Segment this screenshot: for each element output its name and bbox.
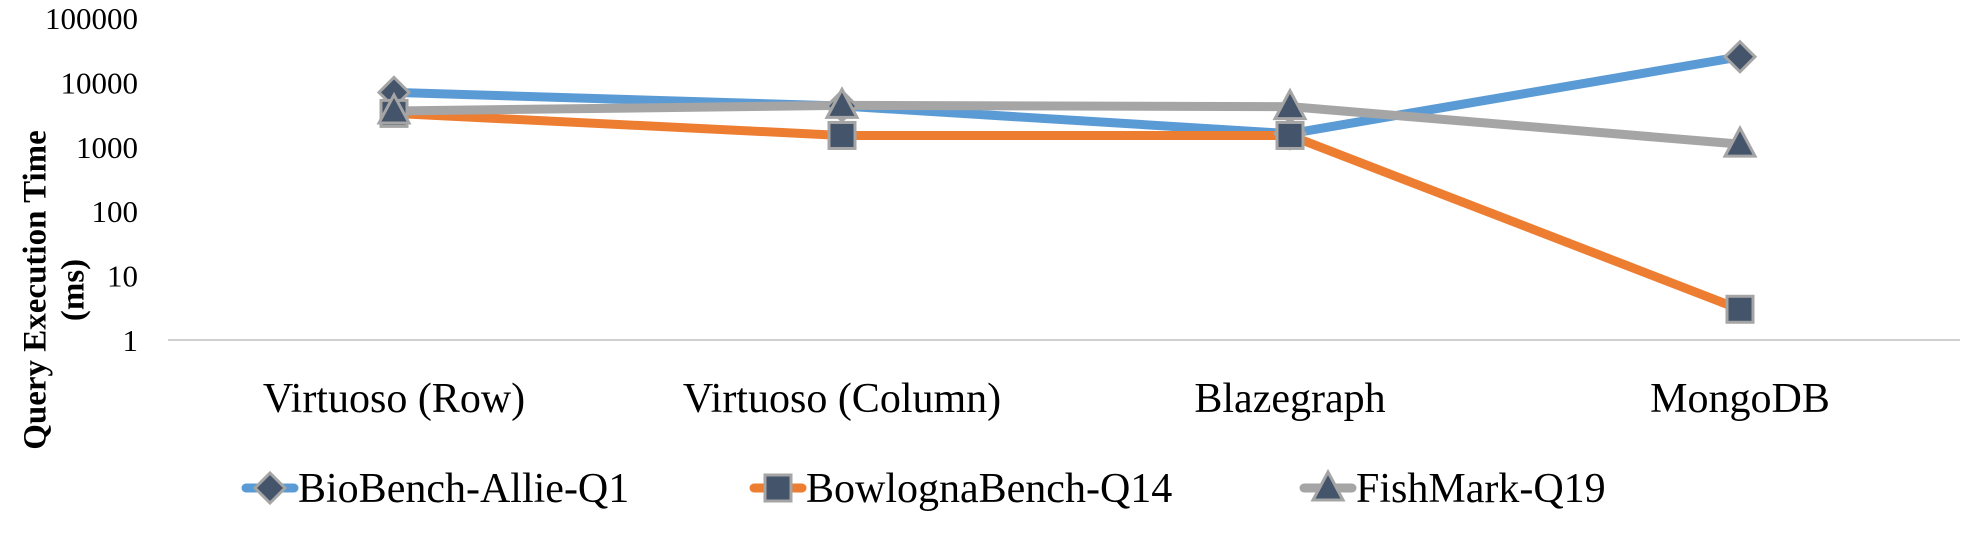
series-line-2: [389, 108, 1745, 314]
data-point-diamond: [1722, 39, 1758, 74]
data-point-square: [1275, 120, 1305, 150]
series-lines: [389, 52, 1745, 314]
legend-label: FishMark-Q19: [1356, 466, 1606, 512]
y-axis-tick-labels: 1 10 100 1000 10000 100000: [45, 1, 138, 358]
legend-marker-square: [763, 473, 793, 503]
series-markers: [376, 39, 1758, 324]
legend: BioBench-Allie-Q1 BowlognaBench-Q14 FishMa…: [241, 466, 1606, 512]
y-tick-label: 1000: [76, 130, 138, 165]
legend-label: BowlognaBench-Q14: [806, 466, 1172, 512]
series-line-1: [389, 52, 1745, 139]
data-point-triangle: [1272, 87, 1308, 121]
y-tick-label: 100: [92, 194, 139, 229]
x-axis-category-labels: Virtuoso (Row) Virtuoso (Column) Blazegrap…: [263, 376, 1830, 422]
y-axis-title: Query Execution Time (ms): [18, 130, 92, 450]
y-tick-label: 1: [123, 323, 139, 358]
y-tick-label: 10000: [61, 65, 139, 100]
y-axis-title-line: Query Execution Time: [18, 130, 54, 450]
x-category-label: Blazegraph: [1194, 376, 1385, 422]
legend-item: FishMark-Q19: [1299, 466, 1606, 512]
x-category-label: Virtuoso (Column): [683, 376, 1001, 422]
legend-marker-triangle: [1310, 468, 1346, 502]
x-category-label: Virtuoso (Row): [263, 376, 525, 422]
series-line-3: [389, 100, 1745, 149]
y-tick-label: 10: [107, 259, 138, 294]
y-axis-title-line: (ms): [56, 259, 92, 321]
x-category-label: MongoDB: [1650, 376, 1830, 422]
legend-label: BioBench-Allie-Q1: [298, 466, 629, 512]
y-tick-label: 100000: [45, 1, 138, 36]
data-point-square: [1725, 294, 1755, 324]
legend-item: BioBench-Allie-Q1: [241, 466, 629, 512]
data-point-triangle: [824, 86, 860, 119]
legend-item: BowlognaBench-Q14: [749, 466, 1172, 512]
data-point-square: [827, 120, 857, 150]
legend-marker-diamond: [252, 470, 288, 506]
data-point-triangle: [376, 91, 412, 125]
data-point-triangle: [1722, 124, 1758, 158]
